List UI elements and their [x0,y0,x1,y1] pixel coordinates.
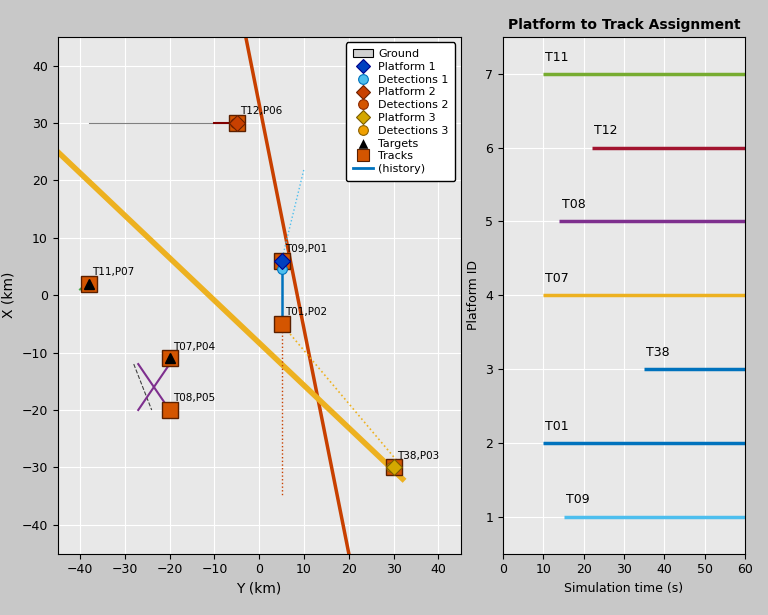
Legend: Ground, Platform 1, Detections 1, Platform 2, Detections 2, Platform 3, Detectio: Ground, Platform 1, Detections 1, Platfo… [346,42,455,181]
Text: T08,P05: T08,P05 [173,394,215,403]
Text: T01: T01 [545,419,569,432]
Title: Platform to Track Assignment: Platform to Track Assignment [508,18,740,31]
Text: T12,P06: T12,P06 [240,106,283,116]
Y-axis label: Platform ID: Platform ID [467,260,480,330]
Text: T07: T07 [545,272,569,285]
Text: T09: T09 [565,493,589,506]
Text: T01,P02: T01,P02 [285,308,327,317]
Text: T09,P01: T09,P01 [285,244,327,254]
Text: T38,P03: T38,P03 [397,451,439,461]
Y-axis label: X (km): X (km) [2,272,16,319]
Text: T07,P04: T07,P04 [173,342,215,352]
X-axis label: Simulation time (s): Simulation time (s) [564,582,684,595]
X-axis label: Y (km): Y (km) [237,582,282,596]
Text: T38: T38 [646,346,670,359]
Text: T11: T11 [545,50,569,63]
Text: T11,P07: T11,P07 [92,267,135,277]
Text: T12: T12 [594,124,617,137]
Text: T08: T08 [561,198,585,211]
